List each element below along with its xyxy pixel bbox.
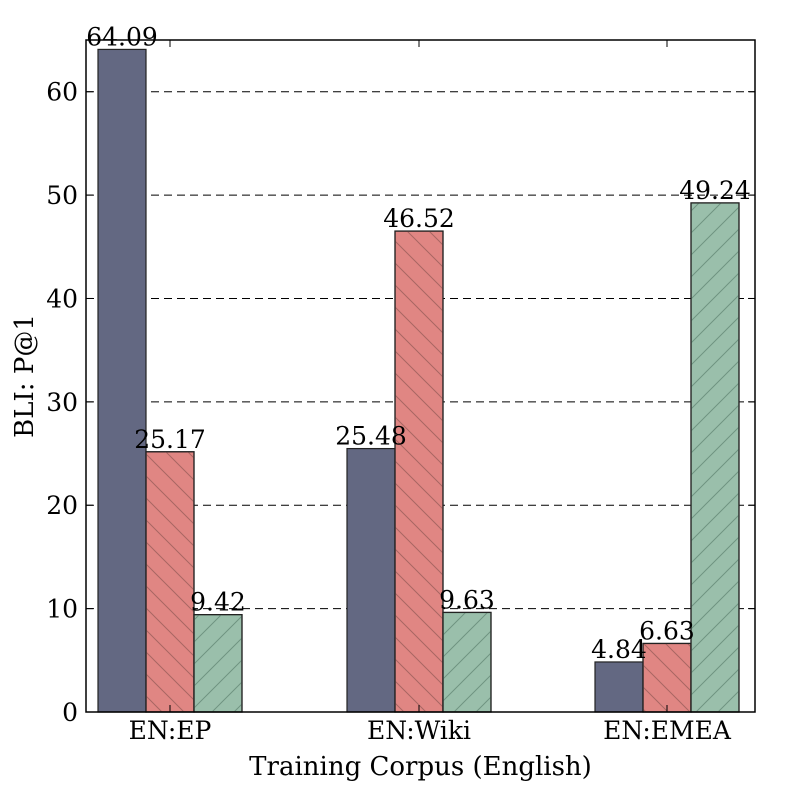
axis-ticks: 0 10 20 30 40 50 60 EN:EP EN:Wiki EN:EMEA xyxy=(46,40,755,745)
bar xyxy=(97,48,147,713)
bar-hatch xyxy=(193,614,243,713)
bar xyxy=(346,447,396,713)
bar-hatch xyxy=(642,642,692,713)
data-label: 49.24 xyxy=(679,176,751,205)
data-label: 9.42 xyxy=(190,588,246,617)
y-tick-label: 40 xyxy=(46,284,78,313)
x-tick-label: EN:Wiki xyxy=(367,716,471,745)
data-label: 64.09 xyxy=(86,22,158,51)
x-axis-title: Training Corpus (English) xyxy=(249,752,592,782)
bar-hatch xyxy=(442,611,492,713)
x-tick-label: EN:EP xyxy=(129,716,212,745)
plot-frame xyxy=(85,39,756,713)
data-labels: 64.09 25.48 4.84 25.17 46.52 6.63 9.42 9.63 49.2… xyxy=(86,22,751,664)
y-tick-label: 10 xyxy=(46,595,78,624)
bars xyxy=(97,48,740,713)
data-label: 4.84 xyxy=(591,635,647,664)
grid-lines xyxy=(86,91,755,610)
x-tick-label: EN:EMEA xyxy=(603,716,732,745)
bar-hatch xyxy=(690,202,740,713)
data-label: 25.17 xyxy=(134,425,206,454)
bar-hatch xyxy=(145,451,195,713)
y-tick-label: 60 xyxy=(46,78,78,107)
bar xyxy=(594,661,644,713)
y-tick-label: 20 xyxy=(46,491,78,520)
data-label: 9.63 xyxy=(439,585,495,614)
y-tick-label: 30 xyxy=(46,388,78,417)
y-tick-label: 0 xyxy=(62,698,78,727)
data-label: 6.63 xyxy=(639,616,695,645)
data-label: 25.48 xyxy=(335,422,407,451)
y-axis-title: BLI: P@1 xyxy=(10,314,40,438)
data-label: 46.52 xyxy=(383,204,455,233)
y-tick-label: 50 xyxy=(46,181,78,210)
bar-hatch xyxy=(394,230,444,713)
